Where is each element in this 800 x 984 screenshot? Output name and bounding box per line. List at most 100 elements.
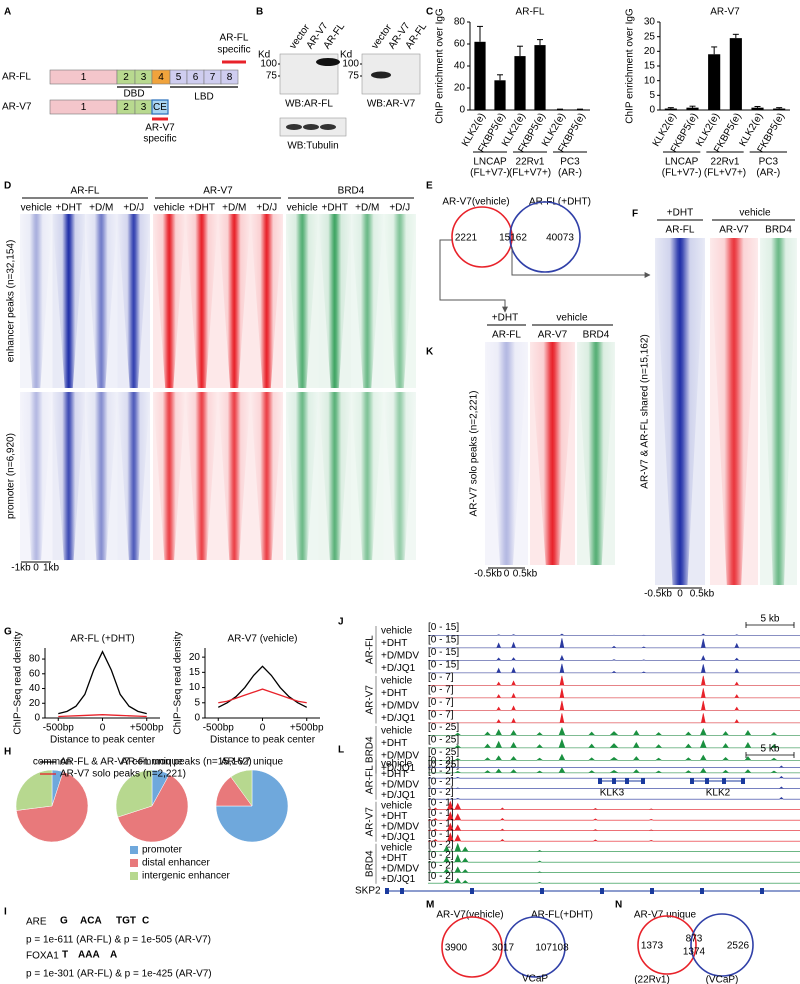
domain-label: DBD [123,89,144,100]
group-label: PC3 [759,157,779,168]
specific-label: AR-V7 [145,123,175,134]
condition-label: +D/M [89,203,113,214]
heatmap-signal [530,342,575,565]
heatmap-signal [218,214,251,388]
panel-letter: J [338,617,344,628]
gene-exon [400,888,404,894]
group-label: (FL+V7-) [470,168,510,179]
y-tick-label: 25 [644,31,656,42]
axis-label: 0.5kb [690,589,715,600]
venn-circle [637,915,697,975]
exon-label: 2 [123,72,129,83]
motif-logo: T [62,950,68,961]
panel-letter: G [4,627,12,638]
heatmap-signal [52,214,85,388]
track-condition: vehicle [381,676,413,687]
exon-label: 4 [158,72,164,83]
legend-label: promoter [142,845,183,856]
heatmap-signal [485,342,528,565]
motif-logo: TGT [116,916,136,927]
arrow [439,239,508,313]
condition-label: vehicle [21,203,53,214]
y-tick-label: 10 [644,75,656,86]
gene-exon [385,888,389,894]
track-range: [0 - 25] [428,747,459,758]
track-condition: +D/MDV [381,864,419,875]
row-label: AR-FL [2,72,31,83]
heatmap-signal [286,214,319,388]
track-signal [428,753,800,761]
group-label: (FL+V7+) [509,168,551,179]
panel-letter: F [632,209,638,220]
track-signal [428,842,800,852]
axis-label: -0.5kb [474,569,502,580]
heatmap-signal [655,238,705,585]
group-label: AR-V7 [203,186,233,197]
legend-swatch [130,846,138,854]
track-range: [0 - 15] [428,659,459,670]
pie-slice [230,769,253,807]
heatmap-signal [577,342,615,565]
heatmap-signal [117,392,150,560]
x-tick-label: 0 [260,723,266,734]
kd-label: Kd [258,50,270,61]
gene-exon [650,888,654,894]
panel-letter: E [426,181,433,192]
track-signal [428,713,800,724]
exon [151,99,169,115]
y-tick-label: 15 [189,667,201,678]
column-label: AR-FL [492,330,521,341]
bar [686,107,699,110]
set-label: (22Rv1) [634,975,670,984]
axis-label: 0 [33,563,39,574]
track-range: [0 - 2] [428,755,454,766]
exon-label: 3 [141,72,147,83]
exon-label: 7 [210,72,216,83]
track-range: [0 - 2] [428,839,454,850]
track-condition: vehicle [381,626,413,637]
heatmap-signal [383,392,416,560]
bar [729,38,742,111]
y-tick-label: 0 [34,713,40,724]
chart-title: AR-FL unique [121,757,183,768]
condition-label: +DHT [56,203,82,214]
y-tick-label: 20 [644,46,656,57]
y-tick-label: 60 [454,39,466,50]
group-label: 22Rv1 [711,157,740,168]
gene-exon [470,888,474,894]
venn-circle [451,206,513,268]
gene-exon [540,888,544,894]
marker-label: 75 [266,71,278,82]
row-label: AR-V7 & AR-FL shared (n=15,162) [640,334,651,488]
group-label: (FL+V7+) [704,168,746,179]
motif-logo: G [60,916,68,927]
chart-title: AR-FL [516,7,545,18]
exon-label: 3 [141,102,147,113]
gene-exon [612,778,616,784]
condition-label: +DHT [322,203,348,214]
group-label: (AR-) [558,168,582,179]
column-label: BRD4 [583,330,610,341]
track-range: [0 - 25] [428,759,459,770]
y-tick-label: 5 [194,697,200,708]
track-condition: vehicle [381,759,413,770]
track-group: AR-FL [365,635,376,664]
group-label: AR-FL [71,186,100,197]
bar [554,109,566,110]
track-signal [428,675,800,686]
specific-label: specific [217,45,250,56]
heatmap-signal [250,392,283,560]
marker-label: 100 [342,59,359,70]
group-label: (FL+V7-) [662,168,702,179]
gene-label: KLK2 [706,788,731,799]
group-label: PC3 [560,157,580,168]
track-condition: +DHT [381,638,407,649]
blot-band [320,124,336,130]
y-tick-label: 0 [194,713,200,724]
pie-slice [215,769,289,843]
track-signal [428,638,800,649]
gene-exon [598,778,602,784]
track-range: [0 - 25] [428,722,459,733]
gene-exon [641,778,645,784]
blot-band [316,58,340,66]
